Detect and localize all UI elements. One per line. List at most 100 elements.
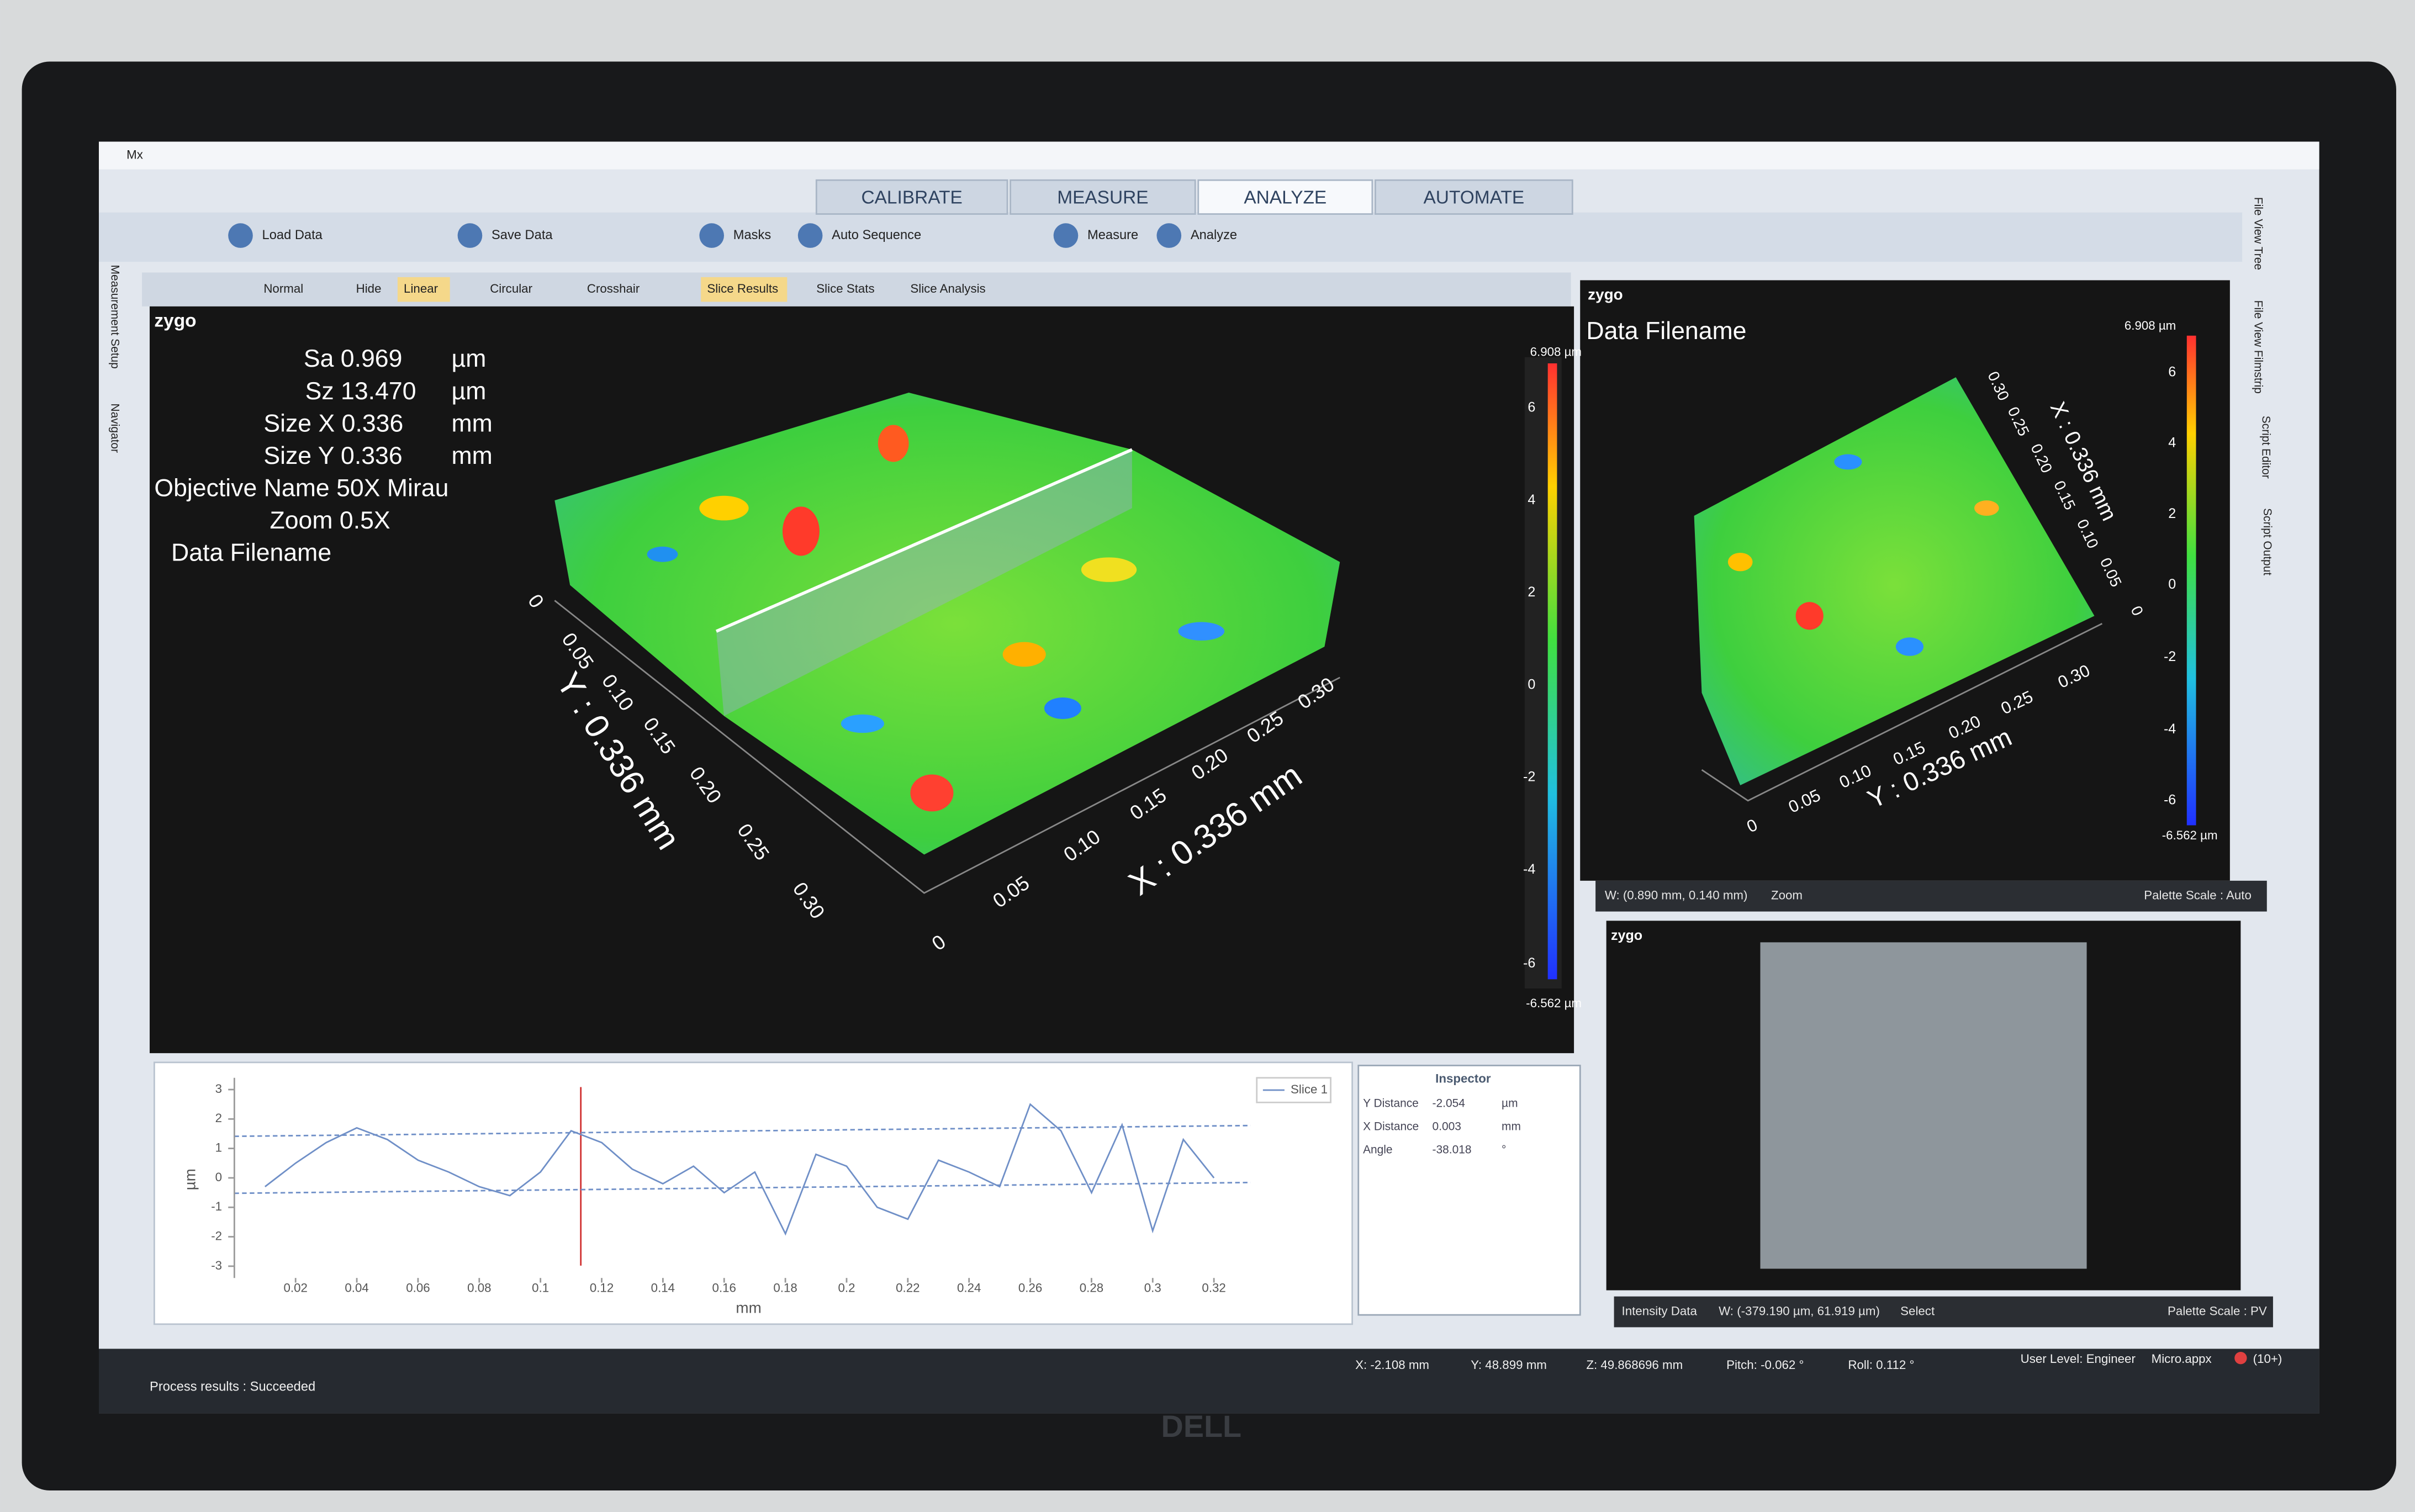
slice-plane <box>716 450 1132 716</box>
zoom: Zoom 0.5X <box>269 507 390 534</box>
toolbar-button[interactable]: Load Data <box>262 228 323 242</box>
view-toolbar-button[interactable]: Normal <box>263 282 303 295</box>
brand-logo: DELL <box>1161 1409 1242 1444</box>
view-toolbar-button[interactable]: Slice Analysis <box>910 282 985 295</box>
toolbar-icon[interactable] <box>457 223 483 248</box>
toolbar-icon[interactable] <box>1156 223 1182 248</box>
status-message: Process results : Succeeded <box>150 1379 315 1394</box>
x-tick-label: 0.32 <box>1202 1281 1225 1295</box>
x-tick-label: 0.02 <box>284 1281 308 1295</box>
filename: Data Filename <box>1586 318 1746 345</box>
slice-line <box>715 448 1133 633</box>
tab[interactable] <box>815 179 1008 215</box>
colorbar-label: -2 <box>2164 649 2176 664</box>
tab[interactable] <box>1197 179 1373 215</box>
toolbar-button[interactable]: Analyze <box>1191 228 1237 242</box>
y-tick-label: -1 <box>211 1199 222 1213</box>
toolbar-icon[interactable] <box>699 223 725 248</box>
colorbar-label: -4 <box>1523 861 1535 877</box>
colorbar-label: -2 <box>1523 769 1535 785</box>
x-tick-label: 0.06 <box>406 1281 430 1295</box>
x-tick-label: 0.24 <box>957 1281 981 1295</box>
inspector-cell: mm <box>1502 1120 1521 1133</box>
alert-icon[interactable] <box>2234 1352 2247 1365</box>
tab[interactable] <box>1375 179 1573 215</box>
inspector-cell: ° <box>1502 1143 1506 1156</box>
status-text[interactable]: Select <box>1900 1304 1935 1318</box>
user-level: User Level: Engineer <box>2021 1352 2136 1366</box>
view-toolbar-button[interactable]: Crosshair <box>587 282 640 295</box>
x-tick-label: 0.2 <box>838 1281 855 1295</box>
toolbar-highlight <box>397 277 450 302</box>
right-status <box>1595 880 2267 912</box>
colorbar <box>2186 335 2196 826</box>
logo: zygo <box>1588 286 1623 303</box>
toolbar-icon[interactable] <box>1053 223 1079 248</box>
colorbar-label: 4 <box>1528 492 1535 507</box>
view-toolbar-button[interactable]: Circular <box>490 282 532 295</box>
stat-unit: mm <box>451 410 492 437</box>
logo: zygo <box>1611 928 1642 943</box>
axis-frame <box>554 600 1340 894</box>
colorbar-label: 2 <box>1528 584 1535 600</box>
colorbar-label: 6 <box>1528 399 1535 415</box>
valley <box>841 714 884 733</box>
stat-unit: mm <box>451 442 492 469</box>
tab-label[interactable]: ANALYZE <box>1244 188 1327 208</box>
colorbar-label: -6 <box>1523 955 1535 971</box>
colorbar-label: 6.908 µm <box>1530 345 1582 358</box>
colorbar-label: 0 <box>1528 676 1535 692</box>
colorbar-label: 2 <box>2168 506 2176 521</box>
colorbar-label: 6.908 µm <box>2125 319 2176 332</box>
legend-label: Slice 1 <box>1291 1082 1328 1096</box>
side-tab[interactable]: Measurement Setup <box>108 265 121 369</box>
view-toolbar <box>142 272 1571 306</box>
x-tick-label: 0.3 <box>1144 1281 1161 1295</box>
tab-label[interactable]: CALIBRATE <box>861 188 962 208</box>
view-toolbar-button[interactable]: Slice Stats <box>816 282 874 295</box>
view-toolbar-button[interactable]: Hide <box>356 282 382 295</box>
view-toolbar-button[interactable]: Linear <box>404 282 438 295</box>
toolbar-icon[interactable] <box>797 223 823 248</box>
tab-label[interactable]: MEASURE <box>1057 188 1148 208</box>
side-tab[interactable]: Script Editor <box>2259 416 2272 479</box>
valley <box>1895 637 1924 656</box>
filename: Data Filename <box>171 540 331 567</box>
y-tick-label: 3 <box>215 1082 222 1096</box>
x-tick-label: 0.08 <box>467 1281 491 1295</box>
peak <box>1727 552 1753 572</box>
alert-count[interactable]: (10+) <box>2253 1352 2282 1366</box>
valley <box>1834 454 1862 470</box>
side-tab[interactable]: Navigator <box>108 404 121 453</box>
colorbar-label: 6 <box>2168 364 2176 379</box>
x-tick-label: 0.14 <box>651 1281 675 1295</box>
side-tab[interactable]: File View Filmstrip <box>2252 300 2265 394</box>
toolbar-button[interactable]: Save Data <box>492 228 553 242</box>
side-tab[interactable]: File View Tree <box>2252 197 2265 270</box>
valley <box>647 546 678 562</box>
status-text: W: (0.890 mm, 0.140 mm) <box>1605 889 1748 902</box>
inspector-cell: Angle <box>1363 1143 1392 1156</box>
y-tick-label: -2 <box>211 1229 222 1243</box>
colorbar-label: 4 <box>2168 435 2176 451</box>
toolbar-button[interactable]: Masks <box>733 228 771 242</box>
status-text: W: (-379.190 µm, 61.919 µm) <box>1719 1304 1880 1318</box>
status-readout: X: -2.108 mm <box>1355 1358 1429 1372</box>
toolbar-icon[interactable] <box>228 223 253 248</box>
inspector-panel <box>1357 1065 1581 1316</box>
inspector-cell: µm <box>1502 1097 1518 1110</box>
objective: Objective Name 50X Mirau <box>154 474 448 501</box>
x-tick-label: 0.1 <box>532 1281 549 1295</box>
side-tab[interactable]: Script Output <box>2261 508 2274 575</box>
toolbar-button[interactable]: Auto Sequence <box>832 228 921 242</box>
tab[interactable] <box>1010 179 1196 215</box>
status-text: Palette Scale : Auto <box>2144 889 2252 902</box>
peak <box>1974 500 1999 516</box>
colorbar-label: -6.562 µm <box>2162 828 2218 842</box>
toolbar-button[interactable]: Measure <box>1087 228 1138 242</box>
view-toolbar-button[interactable]: Slice Results <box>707 282 778 295</box>
stat-unit: µm <box>451 345 486 372</box>
tab-label[interactable]: AUTOMATE <box>1424 188 1525 208</box>
colorbar-label: -6 <box>2164 792 2176 807</box>
